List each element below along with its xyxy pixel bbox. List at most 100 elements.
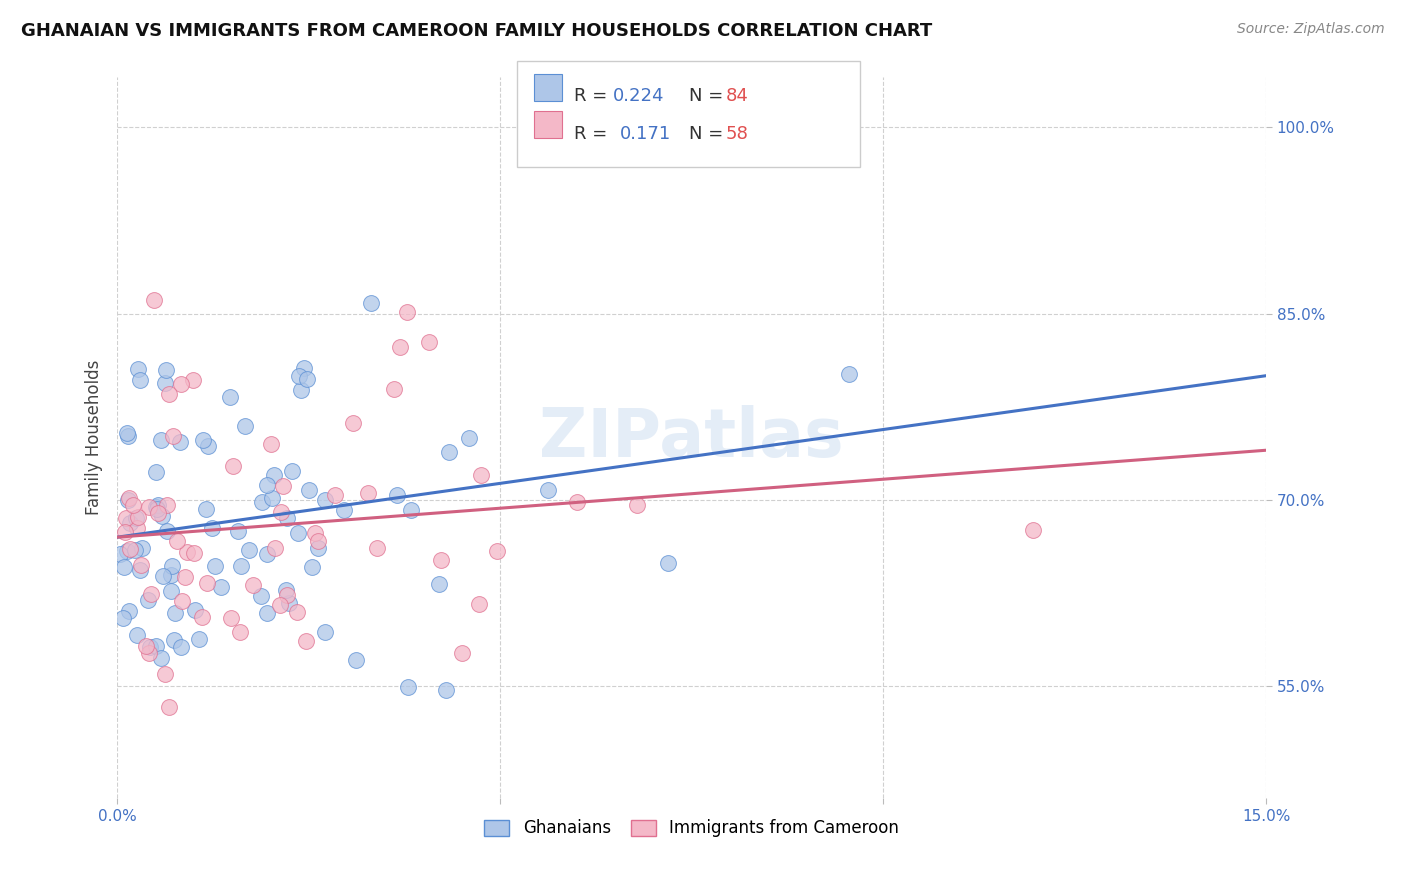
Point bbox=[292, 360, 315, 375]
Point bbox=[360, 296, 382, 310]
Text: 58: 58 bbox=[725, 125, 748, 143]
Point bbox=[278, 596, 301, 610]
Point bbox=[194, 501, 217, 516]
Point bbox=[250, 495, 273, 509]
Point bbox=[385, 488, 408, 502]
Point bbox=[301, 560, 323, 574]
Point bbox=[160, 559, 183, 574]
Point bbox=[146, 498, 169, 512]
Point bbox=[263, 541, 285, 556]
Text: N =: N = bbox=[689, 87, 728, 105]
Point bbox=[131, 541, 153, 556]
Point bbox=[143, 293, 166, 307]
Point bbox=[276, 511, 298, 525]
Point bbox=[146, 502, 169, 516]
Point bbox=[219, 390, 242, 404]
Point bbox=[427, 577, 450, 591]
Point bbox=[117, 492, 139, 507]
Point bbox=[256, 606, 278, 620]
Point bbox=[122, 498, 145, 512]
Point bbox=[399, 503, 422, 517]
Point bbox=[156, 498, 179, 512]
Point bbox=[163, 607, 186, 621]
Point bbox=[307, 541, 329, 555]
Point bbox=[396, 681, 419, 695]
Point bbox=[129, 558, 152, 573]
Point bbox=[170, 376, 193, 391]
Point bbox=[173, 570, 195, 584]
Point bbox=[209, 581, 232, 595]
Text: 0.171: 0.171 bbox=[620, 125, 671, 143]
Point bbox=[298, 483, 321, 497]
Text: N =: N = bbox=[689, 125, 728, 143]
Point bbox=[314, 492, 336, 507]
Point bbox=[342, 416, 364, 430]
Point bbox=[118, 604, 141, 618]
Point bbox=[118, 516, 141, 531]
Point bbox=[290, 383, 312, 397]
Point bbox=[159, 386, 181, 401]
Point bbox=[269, 598, 291, 612]
Point bbox=[485, 544, 508, 558]
Point bbox=[231, 559, 253, 574]
Point bbox=[145, 639, 167, 653]
Point bbox=[307, 534, 329, 549]
Point bbox=[434, 682, 457, 697]
Text: R =: R = bbox=[574, 87, 613, 105]
Point bbox=[285, 605, 308, 619]
Point bbox=[117, 429, 139, 443]
Point bbox=[155, 362, 177, 376]
Point bbox=[115, 511, 138, 525]
Point bbox=[187, 632, 209, 647]
Point bbox=[287, 525, 309, 540]
Point bbox=[184, 602, 207, 616]
Point bbox=[271, 479, 294, 493]
Point bbox=[138, 646, 160, 660]
Point bbox=[242, 578, 264, 592]
Point bbox=[195, 576, 218, 591]
Point bbox=[219, 611, 242, 625]
Point bbox=[388, 340, 411, 354]
Point bbox=[333, 503, 356, 517]
Point bbox=[458, 431, 481, 445]
Point bbox=[221, 458, 243, 473]
Point bbox=[150, 651, 173, 665]
Text: 0.224: 0.224 bbox=[613, 87, 665, 105]
Point bbox=[451, 646, 474, 660]
Point bbox=[136, 593, 159, 607]
Point bbox=[170, 640, 193, 655]
Point bbox=[125, 628, 148, 642]
Point bbox=[260, 436, 283, 450]
Point bbox=[323, 488, 346, 502]
Point bbox=[176, 545, 198, 559]
Point bbox=[118, 491, 141, 506]
Point bbox=[162, 428, 184, 442]
Point bbox=[626, 499, 648, 513]
Point bbox=[204, 558, 226, 573]
Point bbox=[537, 483, 560, 497]
Point bbox=[276, 582, 298, 597]
Point bbox=[314, 624, 336, 639]
Point bbox=[276, 588, 298, 602]
Point bbox=[112, 559, 135, 574]
Point bbox=[153, 376, 176, 391]
Point bbox=[139, 586, 162, 600]
Point bbox=[127, 509, 149, 524]
Point bbox=[156, 524, 179, 538]
Point bbox=[117, 425, 139, 440]
Point bbox=[145, 465, 167, 479]
Point bbox=[138, 500, 160, 515]
Text: R =: R = bbox=[574, 125, 619, 143]
Point bbox=[112, 611, 135, 625]
Point bbox=[250, 589, 273, 603]
Point bbox=[197, 439, 219, 453]
Text: ZIPatlas: ZIPatlas bbox=[540, 405, 844, 471]
Point bbox=[437, 445, 460, 459]
Point bbox=[150, 509, 173, 524]
Point bbox=[129, 373, 152, 387]
Point bbox=[124, 542, 146, 557]
Point bbox=[181, 373, 204, 387]
Point bbox=[467, 598, 489, 612]
Point bbox=[155, 667, 177, 681]
Point bbox=[429, 553, 451, 567]
